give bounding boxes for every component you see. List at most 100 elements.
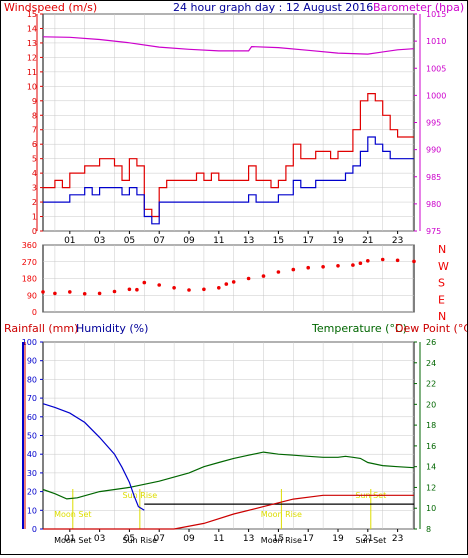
- climate-hour-label: 23: [392, 534, 403, 544]
- direction-point: [306, 265, 311, 270]
- temperature-tick-label: 8: [426, 525, 431, 534]
- temperature-line: [42, 451, 415, 500]
- windspeed-tick-label: 5: [32, 155, 37, 164]
- direction-point: [366, 259, 370, 263]
- barometer-tick-label: 980: [426, 200, 441, 209]
- direction-tick-label: 0: [32, 308, 37, 317]
- barometer-tick-label: 975: [426, 227, 441, 236]
- direction-point: [224, 282, 229, 286]
- temperature-tick-label: 20: [426, 400, 436, 409]
- climate-hour-label: 03: [94, 534, 105, 544]
- humidity-tick-label: 60: [27, 413, 37, 422]
- temperature-tick-label: 24: [426, 359, 436, 368]
- wind-gridlines: [43, 13, 414, 232]
- humidity-line: [42, 403, 145, 511]
- direction-point: [336, 264, 340, 268]
- direction-point: [142, 280, 147, 285]
- direction-point: [351, 263, 355, 267]
- wind-hour-label: 11: [213, 236, 224, 246]
- temperature-tick-label: 14: [426, 463, 436, 472]
- windspeed-tick-label: 7: [32, 126, 37, 135]
- event-axis-label: Moon Set: [54, 536, 91, 545]
- direction-gridlines: [43, 244, 414, 313]
- direction-point: [41, 290, 45, 294]
- direction-tick-label: 90: [27, 291, 37, 300]
- climate-hour-label: 21: [362, 534, 373, 544]
- windspeed-axis-title: Windspeed (m/s): [4, 1, 97, 14]
- direction-degree-axis: 0 90 180 270 360: [22, 241, 37, 317]
- humidity-tick-label: 20: [27, 488, 37, 497]
- climate-hour-label: 01: [64, 534, 75, 544]
- wind-hour-label: 01: [64, 236, 75, 246]
- windspeed-tick-label: 3: [32, 184, 37, 193]
- humidity-tick-label: 10: [27, 506, 37, 515]
- climate-hour-label: 13: [243, 534, 254, 544]
- wind-hour-ticks: 01 03 05 07 09 11 13 15 17 19 21 23: [64, 231, 403, 246]
- barometer-axis-title: Barometer (hpa): [373, 1, 464, 14]
- direction-point: [246, 276, 251, 281]
- temperature-axis-title: Temperature (°C): [311, 322, 407, 335]
- humidity-tick-label: 30: [27, 469, 37, 478]
- windspeed-tick-label: 10: [27, 82, 37, 91]
- compass-label: N: [438, 310, 446, 323]
- temperature-tick-label: 10: [426, 504, 436, 513]
- temperature-tick-label: 26: [426, 338, 436, 347]
- direction-point: [97, 291, 102, 296]
- compass-label: N: [438, 243, 446, 256]
- humidity-axis-title: Humidity (%): [76, 322, 148, 335]
- wind-hour-label: 13: [243, 236, 254, 246]
- climate-hour-label: 11: [213, 534, 224, 544]
- barometer-tick-label: 995: [426, 119, 441, 128]
- barometer-tick-label: 990: [426, 146, 441, 155]
- humidity-tick-label: 0: [32, 525, 37, 534]
- windspeed-tick-label: 8: [32, 111, 37, 120]
- average-wind-line: [43, 136, 414, 225]
- wind-hour-label: 17: [302, 236, 313, 246]
- wind-hour-label: 09: [183, 236, 195, 246]
- climate-hour-label: 19: [332, 534, 344, 544]
- wind-hour-label: 03: [94, 236, 105, 246]
- climate-hour-label: 05: [124, 534, 135, 544]
- wind-hour-label: 15: [273, 236, 284, 246]
- temperature-tick-label: 12: [426, 483, 436, 492]
- direction-point: [68, 290, 72, 294]
- windspeed-tick-label: 2: [32, 198, 37, 207]
- direction-point: [380, 257, 385, 262]
- compass-label: W: [438, 260, 449, 273]
- direction-point: [112, 289, 117, 294]
- windspeed-tick-label: 15: [27, 10, 37, 19]
- direction-point: [358, 261, 363, 266]
- temperature-tick-label: 16: [426, 442, 436, 451]
- direction-point: [172, 286, 176, 290]
- event-label: Sun Rise: [123, 491, 158, 500]
- wind-hour-label: 07: [153, 236, 164, 246]
- direction-point: [261, 274, 266, 278]
- event-axis-label: Moon Rise: [261, 536, 302, 545]
- windspeed-tick-label: 1: [32, 213, 37, 222]
- gust-line: [43, 93, 414, 218]
- windspeed-tick-label: 9: [32, 97, 37, 106]
- wind-plot-area: [42, 13, 415, 232]
- windspeed-tick-label: 11: [27, 68, 37, 77]
- direction-point: [321, 265, 325, 269]
- direction-tick-label: 180: [22, 275, 37, 284]
- direction-point: [82, 292, 87, 296]
- climate-hour-label: 17: [302, 534, 313, 544]
- direction-point: [53, 291, 57, 296]
- direction-points: [41, 257, 416, 296]
- direction-point: [231, 280, 236, 284]
- climate-hour-ticks: 01 03 05 07 09 11 13 15 17 19 21 23: [64, 529, 403, 544]
- event-axis-label: Sun Rise: [123, 536, 158, 545]
- barometer-tick-label: 1010: [426, 37, 446, 46]
- climate-hour-label: 07: [153, 534, 164, 544]
- windspeed-tick-label: 12: [27, 53, 37, 62]
- rainfall-axis-title: Rainfall (mm): [4, 322, 78, 335]
- climate-gridlines: [43, 341, 414, 530]
- direction-point: [187, 288, 191, 292]
- event-label: Moon Set: [54, 510, 91, 519]
- barometer-tick-label: 1005: [426, 64, 446, 73]
- climate-hour-label: 09: [183, 534, 195, 544]
